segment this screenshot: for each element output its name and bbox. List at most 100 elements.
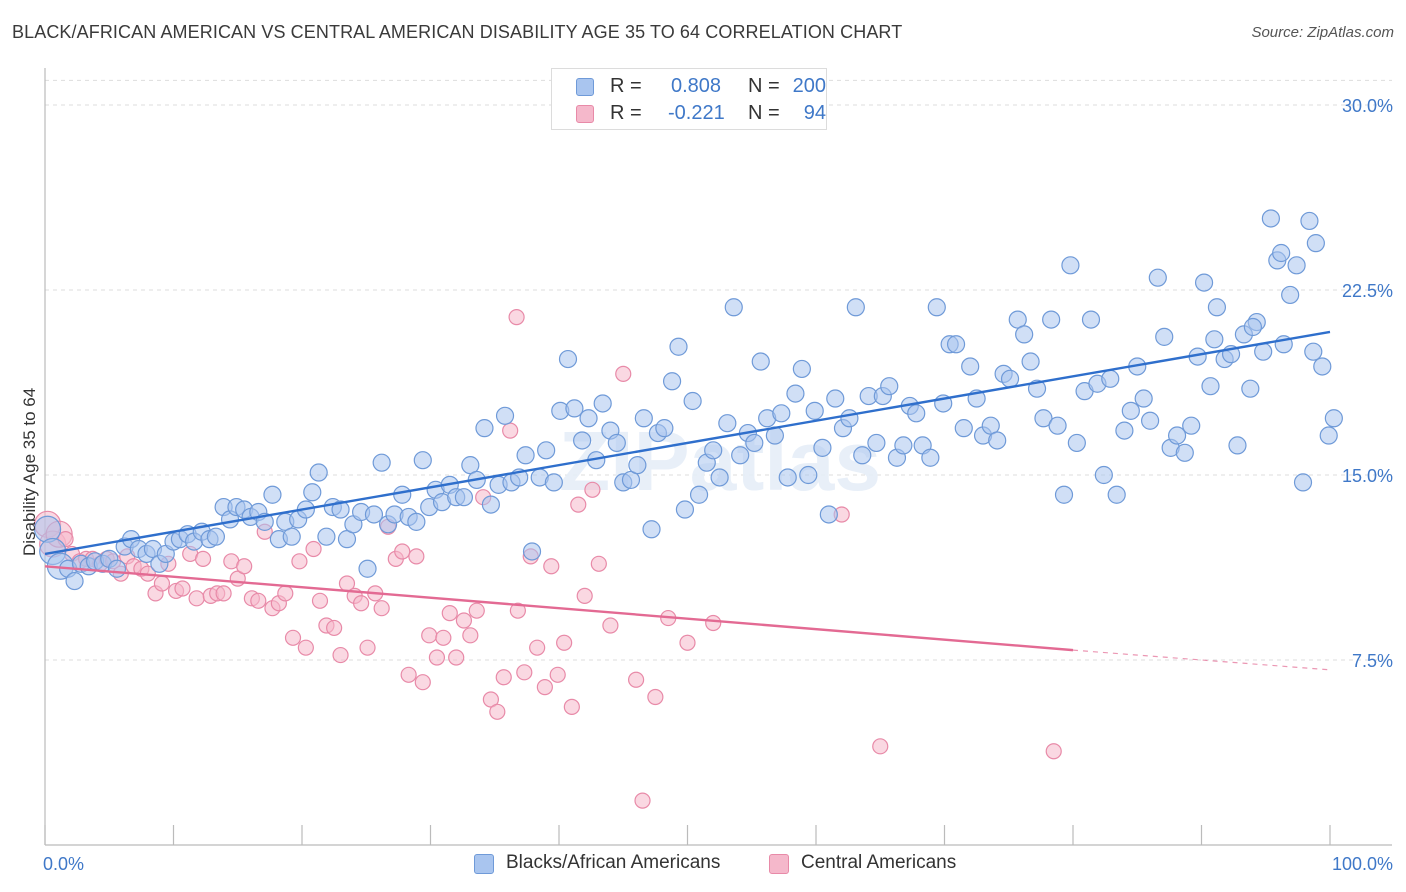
legend-swatch-pink (769, 854, 789, 874)
pink-point (291, 553, 308, 570)
blue-point (819, 505, 838, 524)
blue-point (1015, 325, 1034, 344)
series-legend: Blacks/African Americans Central America… (0, 850, 1406, 880)
legend-label: Central Americans (801, 852, 957, 873)
blue-point (724, 298, 743, 317)
blue-point (413, 451, 432, 470)
blue-point (1175, 443, 1194, 462)
legend-swatch-pink (576, 105, 594, 123)
pink-trend-line (44, 565, 1074, 652)
pink-point (543, 558, 560, 575)
blue-point (853, 446, 872, 465)
legend-n-label: N = (748, 75, 780, 97)
blue-point (867, 433, 886, 453)
legend-r-label: R = (610, 75, 642, 97)
pink-point (584, 481, 601, 498)
blue-point (593, 394, 612, 413)
blue-point (475, 419, 494, 438)
blue-point (1167, 426, 1187, 445)
pink-point (602, 617, 619, 634)
blue-point (558, 349, 578, 369)
blue-point (1319, 426, 1338, 445)
pink-point (215, 585, 232, 602)
blue-point (1061, 256, 1080, 275)
pink-point (529, 639, 546, 656)
pink-point (509, 602, 526, 619)
blue-point (669, 337, 688, 356)
blue-point (1101, 369, 1120, 388)
x-tick-label: 0.0% (43, 854, 84, 874)
pink-point (872, 738, 889, 755)
blue-point (481, 495, 500, 514)
pink-point (590, 555, 607, 572)
pink-point (153, 575, 171, 592)
pink-point (373, 600, 390, 617)
blue-point (1228, 436, 1247, 455)
blue-point (1107, 485, 1126, 504)
blue-point (954, 419, 973, 438)
blue-point (1287, 256, 1306, 275)
blue-point (1094, 465, 1113, 485)
blue-point (655, 419, 674, 438)
blue-point (1300, 211, 1319, 231)
pink-point (236, 558, 253, 575)
blue-point (1021, 352, 1040, 371)
blue-point (778, 468, 797, 487)
blue-point (1272, 243, 1291, 263)
blue-point (107, 559, 127, 578)
blue-point (1241, 379, 1260, 398)
blue-point (921, 448, 940, 467)
blue-point (1000, 369, 1020, 388)
pink-point (502, 422, 519, 439)
blue-point (988, 431, 1007, 450)
pink-point (516, 664, 533, 681)
blue-point (1134, 389, 1153, 408)
pink-point (174, 580, 191, 597)
blue-point (1313, 357, 1332, 376)
blue-point (907, 404, 926, 423)
blue-point (331, 500, 350, 519)
blue-point (364, 505, 384, 524)
y-tick-label: 7.5% (1352, 651, 1393, 671)
blue-point (961, 357, 980, 376)
blue-point (516, 446, 535, 465)
blue-point (358, 559, 377, 578)
pink-point (508, 309, 525, 326)
pink-point (570, 496, 587, 513)
pink-point (647, 688, 664, 706)
blue-point (1261, 209, 1280, 228)
blue-point (317, 527, 336, 546)
blue-point (642, 520, 661, 539)
blue-point (731, 446, 750, 465)
trend-lines (44, 330, 1331, 671)
blue-point (1306, 234, 1325, 253)
blue-point (1155, 327, 1174, 346)
y-axis-label: Disability Age 35 to 64 (20, 387, 39, 556)
source-label: Source: ZipAtlas.com (1251, 24, 1394, 41)
blue-point (1067, 433, 1086, 453)
blue-point (1281, 285, 1300, 305)
x-tick-label: 100.0% (1332, 854, 1393, 874)
blue-point (1243, 317, 1263, 337)
blue-point (263, 485, 282, 504)
central-americans-points (33, 309, 1062, 809)
blue-point (1182, 416, 1201, 435)
blue-point (65, 571, 84, 591)
blue-point (689, 485, 709, 504)
pink-point (705, 614, 722, 632)
blue-point (1034, 409, 1053, 428)
blue-point (407, 512, 426, 531)
pink-point (421, 627, 438, 644)
pink-point (188, 590, 205, 607)
blue-point (1324, 409, 1343, 428)
pink-point (489, 703, 506, 720)
blue-point (1140, 411, 1160, 430)
pink-point (194, 550, 212, 567)
legend-r-value: 0.808 (671, 75, 722, 97)
blacks-african-americans-points (33, 209, 1343, 591)
pink-trend-extension (1072, 649, 1331, 671)
legend-r-value: -0.221 (668, 102, 725, 124)
blue-point (718, 414, 737, 433)
tick-labels: 7.5% 15.0% 22.5% 30.0% 0.0% 100.0% (43, 96, 1393, 874)
blue-point (1148, 268, 1167, 287)
